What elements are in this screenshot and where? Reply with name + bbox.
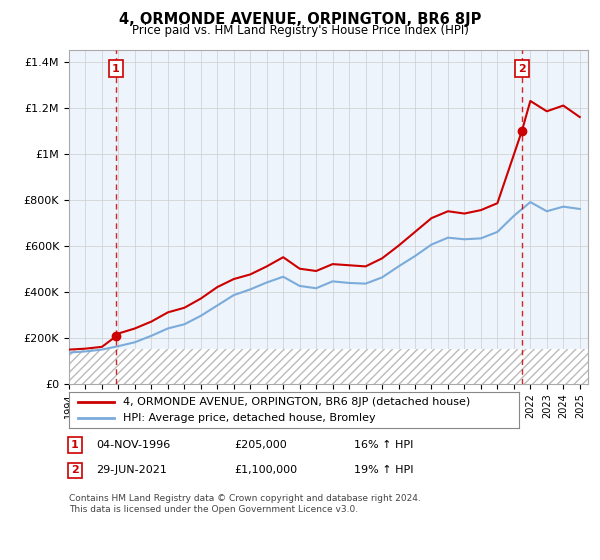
- Text: 2: 2: [71, 465, 79, 475]
- Text: 29-JUN-2021: 29-JUN-2021: [96, 465, 167, 475]
- Text: £1,100,000: £1,100,000: [234, 465, 297, 475]
- Text: 1: 1: [112, 64, 119, 74]
- Text: 16% ↑ HPI: 16% ↑ HPI: [354, 440, 413, 450]
- Text: This data is licensed under the Open Government Licence v3.0.: This data is licensed under the Open Gov…: [69, 505, 358, 514]
- Text: 04-NOV-1996: 04-NOV-1996: [96, 440, 170, 450]
- Text: 19% ↑ HPI: 19% ↑ HPI: [354, 465, 413, 475]
- Text: 2: 2: [518, 64, 526, 74]
- Text: 1: 1: [71, 440, 79, 450]
- Text: HPI: Average price, detached house, Bromley: HPI: Average price, detached house, Brom…: [123, 413, 376, 423]
- Text: 4, ORMONDE AVENUE, ORPINGTON, BR6 8JP: 4, ORMONDE AVENUE, ORPINGTON, BR6 8JP: [119, 12, 481, 27]
- Text: Contains HM Land Registry data © Crown copyright and database right 2024.: Contains HM Land Registry data © Crown c…: [69, 494, 421, 503]
- Text: Price paid vs. HM Land Registry's House Price Index (HPI): Price paid vs. HM Land Registry's House …: [131, 24, 469, 37]
- Text: 4, ORMONDE AVENUE, ORPINGTON, BR6 8JP (detached house): 4, ORMONDE AVENUE, ORPINGTON, BR6 8JP (d…: [123, 397, 470, 407]
- Text: £205,000: £205,000: [234, 440, 287, 450]
